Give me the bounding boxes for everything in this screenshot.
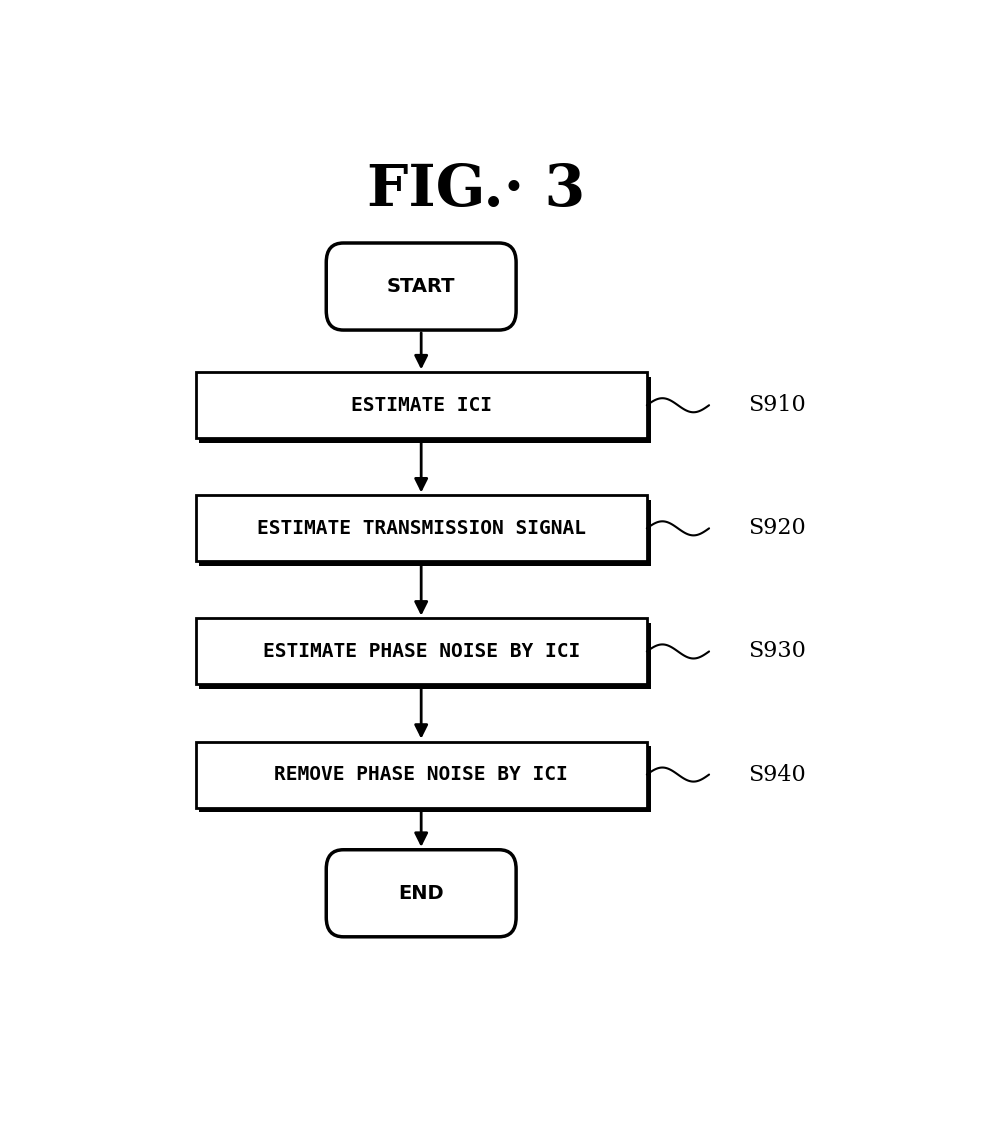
Text: S930: S930 — [747, 641, 805, 662]
Text: S910: S910 — [747, 394, 805, 416]
FancyBboxPatch shape — [196, 496, 646, 562]
FancyBboxPatch shape — [200, 746, 650, 812]
FancyBboxPatch shape — [200, 377, 650, 443]
Text: FIG.· 3: FIG.· 3 — [366, 162, 584, 218]
FancyBboxPatch shape — [196, 619, 646, 684]
Text: S940: S940 — [747, 764, 805, 786]
Text: START: START — [386, 278, 455, 296]
Text: S920: S920 — [747, 517, 805, 539]
FancyBboxPatch shape — [200, 500, 650, 565]
FancyBboxPatch shape — [326, 850, 516, 936]
FancyBboxPatch shape — [196, 372, 646, 439]
FancyBboxPatch shape — [200, 622, 650, 689]
FancyBboxPatch shape — [196, 741, 646, 807]
Text: REMOVE PHASE NOISE BY ICI: REMOVE PHASE NOISE BY ICI — [274, 765, 568, 785]
FancyBboxPatch shape — [326, 243, 516, 330]
Text: END: END — [398, 884, 443, 903]
Text: ESTIMATE ICI: ESTIMATE ICI — [350, 396, 491, 415]
Text: ESTIMATE PHASE NOISE BY ICI: ESTIMATE PHASE NOISE BY ICI — [263, 642, 579, 661]
Text: ESTIMATE TRANSMISSION SIGNAL: ESTIMATE TRANSMISSION SIGNAL — [257, 518, 585, 538]
